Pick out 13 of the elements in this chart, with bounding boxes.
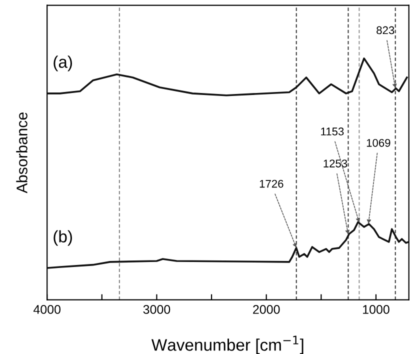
annotation: 1726: [260, 180, 284, 188]
x-axis-title: Wavenumber [cm$^{−1}$]: [151, 336, 304, 354]
annotation: 1253: [324, 160, 348, 168]
x-tick-label: 4000: [33, 305, 60, 314]
x-tick-label: 1000: [363, 305, 390, 314]
series-label: (a): [54, 56, 72, 72]
series-label: (b): [54, 230, 72, 246]
annotation: 823: [376, 26, 394, 34]
annotation: 1153: [321, 128, 344, 136]
x-tick-label: 3000: [143, 305, 170, 314]
annotation: 1069: [366, 138, 390, 147]
x-tick-label: 2000: [253, 305, 280, 314]
y-axis-title: Absorbance: [16, 112, 28, 194]
